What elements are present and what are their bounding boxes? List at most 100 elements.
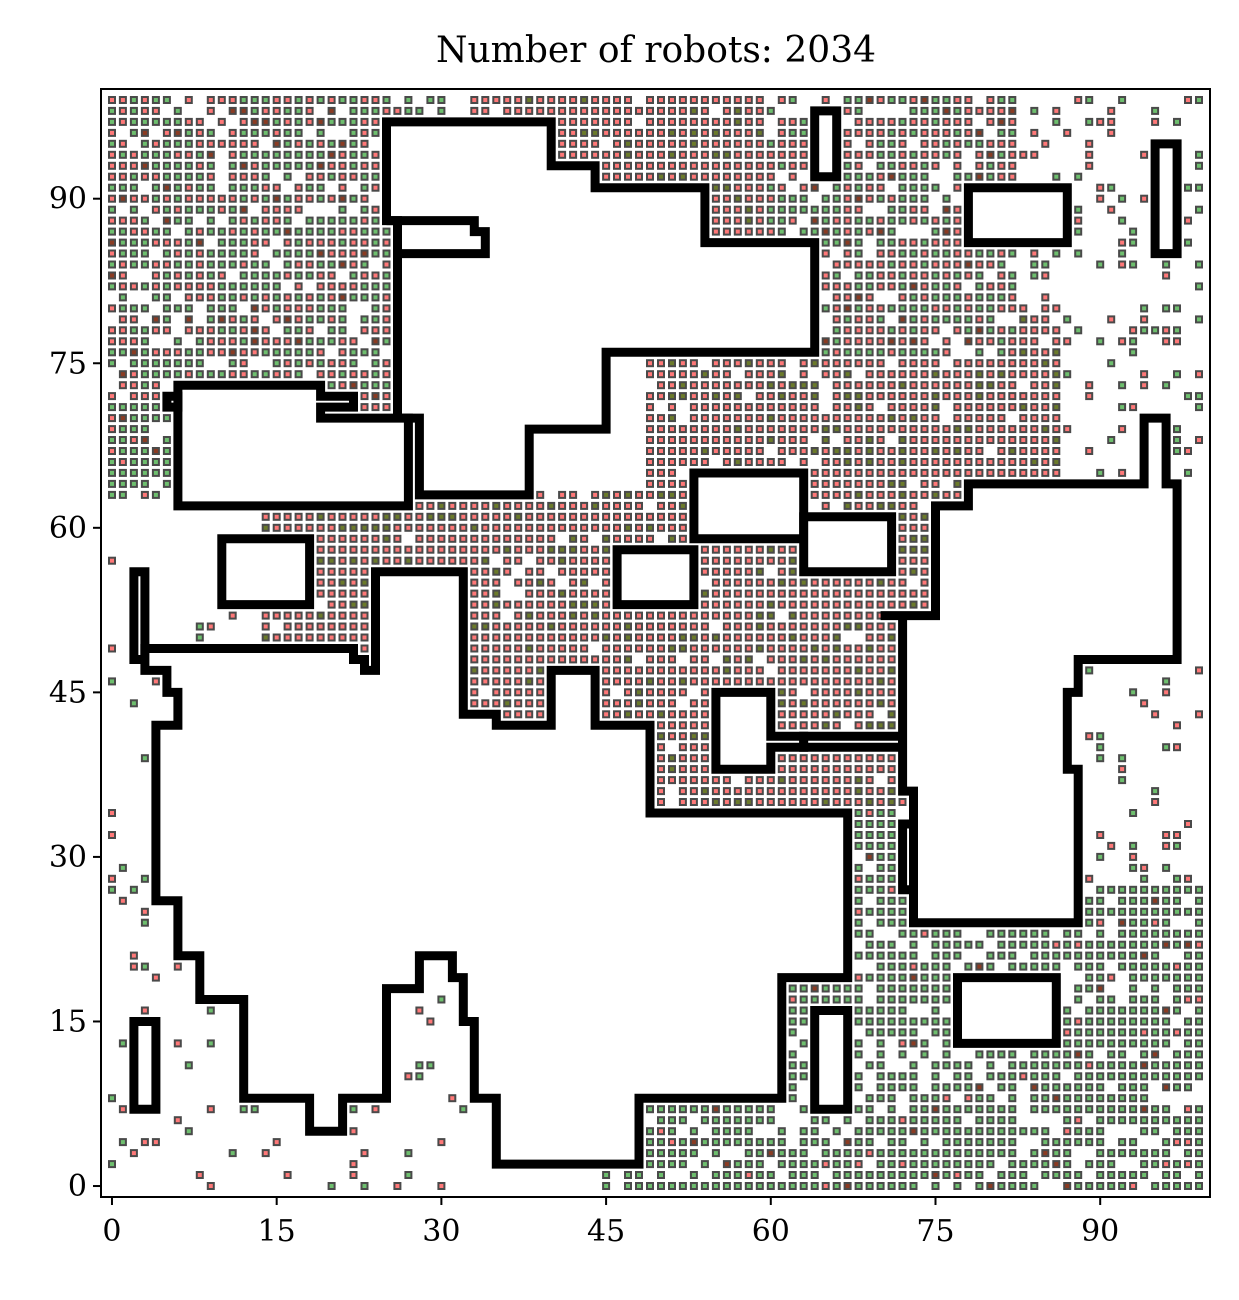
robot-marker [931, 973, 940, 982]
robot-marker [689, 425, 698, 434]
robot-marker [305, 216, 314, 225]
robot-marker [1052, 425, 1061, 434]
robot-marker [382, 523, 391, 532]
robot-marker [854, 161, 863, 170]
robot-marker [832, 315, 841, 324]
robot-marker [733, 611, 742, 620]
robot-marker [700, 666, 709, 675]
robot-marker [261, 304, 270, 313]
robot-marker [1173, 1083, 1181, 1092]
robot-marker [722, 655, 731, 664]
robot-marker [986, 1138, 995, 1147]
robot-marker [1184, 1127, 1192, 1136]
robot-marker [360, 106, 369, 115]
robot-marker [1074, 216, 1083, 225]
robot-marker [711, 589, 720, 598]
robot-marker [700, 447, 709, 455]
robot-marker [646, 512, 654, 521]
robot-marker [1052, 106, 1061, 115]
robot-marker [964, 106, 973, 115]
robot-marker [810, 666, 819, 675]
robot-marker [909, 1149, 918, 1158]
robot-marker [997, 468, 1006, 477]
robot-marker [854, 326, 863, 335]
robot-marker [261, 194, 270, 203]
robot-marker [250, 117, 259, 126]
robot-marker [360, 227, 369, 236]
robot-marker [1195, 161, 1203, 170]
robot-marker [118, 315, 127, 324]
robot-marker [371, 304, 380, 313]
robot-marker [997, 106, 1006, 115]
robot-marker [887, 392, 896, 401]
robot-marker [217, 227, 226, 236]
robot-marker [832, 183, 841, 192]
robot-marker [635, 677, 643, 686]
robot-marker [602, 150, 611, 159]
robot-marker [1184, 984, 1192, 993]
robot-marker [700, 161, 709, 170]
robot-marker [689, 436, 698, 444]
robot-marker [810, 688, 819, 697]
robot-marker [657, 743, 665, 752]
robot-marker [580, 117, 589, 126]
robot-marker [898, 1116, 907, 1125]
robot-marker [613, 611, 621, 620]
robot-marker [821, 1160, 830, 1169]
robot-marker [349, 260, 358, 269]
robot-marker [744, 787, 753, 796]
robot-marker [261, 96, 270, 104]
robot-marker [129, 249, 138, 258]
robot-marker [1162, 973, 1171, 982]
robot-marker [953, 1160, 962, 1169]
robot-marker [1151, 106, 1160, 115]
robot-marker [909, 1171, 918, 1179]
robot-marker [931, 227, 940, 236]
robot-marker [206, 260, 215, 269]
robot-marker [327, 161, 336, 170]
robot-marker [766, 545, 775, 554]
robot-marker [865, 150, 874, 159]
robot-marker [788, 567, 797, 576]
robot-marker [1173, 117, 1181, 126]
robot-marker [1085, 973, 1094, 982]
robot-marker [217, 304, 226, 313]
robot-marker [668, 622, 676, 631]
robot-marker [580, 556, 589, 565]
robot-marker [810, 227, 819, 236]
robot-marker [162, 216, 171, 225]
robot-marker [338, 205, 347, 214]
robot-marker [876, 1028, 885, 1037]
robot-marker [975, 1182, 984, 1190]
robot-marker [206, 161, 215, 170]
robot-marker [876, 896, 885, 905]
robot-marker [733, 359, 742, 368]
robot-marker [689, 1138, 698, 1147]
robot-marker [602, 655, 611, 664]
robot-marker [525, 644, 534, 653]
robot-marker [755, 436, 764, 444]
robot-marker [272, 337, 281, 346]
robot-marker [536, 688, 545, 697]
robot-marker [678, 425, 687, 434]
robot-marker [986, 370, 995, 379]
robot-marker [777, 403, 786, 412]
robot-marker [338, 370, 347, 379]
robot-marker [1107, 1006, 1116, 1015]
robot-marker [953, 1138, 962, 1147]
robot-marker [228, 315, 237, 324]
robot-marker [558, 567, 567, 576]
robot-marker [239, 326, 248, 335]
robot-marker [140, 139, 149, 148]
robot-marker [360, 1149, 369, 1158]
robot-marker [580, 644, 589, 653]
robot-marker [1129, 863, 1138, 872]
robot-marker [854, 589, 863, 598]
robot-marker [1184, 1160, 1192, 1169]
robot-marker [481, 622, 490, 631]
robot-marker [744, 128, 753, 137]
robot-marker [799, 611, 808, 620]
robot-marker [843, 710, 852, 719]
robot-marker [140, 348, 149, 357]
robot-marker [953, 381, 962, 390]
